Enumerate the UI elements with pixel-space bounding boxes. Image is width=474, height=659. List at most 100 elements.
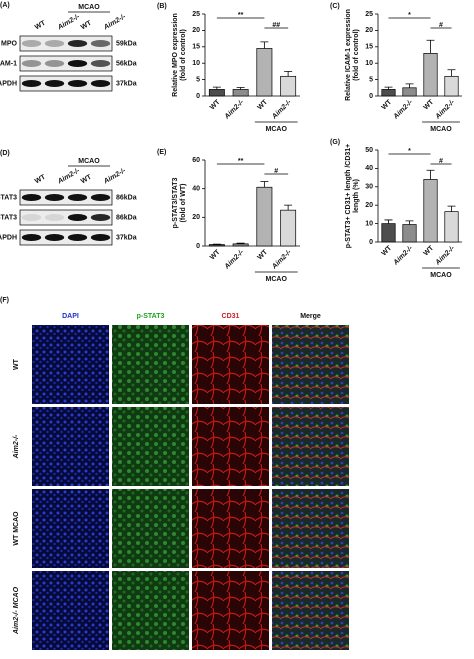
x-tick-label: WT: [381, 244, 394, 257]
x-tick-label: WT: [381, 98, 394, 111]
row-label: WT: [13, 358, 20, 370]
blot-band: [68, 234, 87, 241]
micrograph: [192, 407, 269, 486]
error-bar: [406, 84, 414, 88]
blot-band: [22, 194, 41, 201]
bar: [209, 245, 224, 246]
y-tick-label: 40: [192, 186, 200, 193]
significance-label: ##: [272, 22, 280, 29]
micrograph: [112, 407, 189, 486]
x-tick-label: Aim2-/-: [434, 98, 457, 121]
micrograph: [32, 489, 109, 568]
bar: [281, 76, 296, 96]
significance-label: #: [274, 168, 278, 175]
error-bar: [427, 170, 435, 179]
blot-band: [68, 80, 87, 87]
micrograph: [272, 571, 349, 650]
error-bar: [448, 206, 456, 212]
panel-label: (B): [157, 3, 167, 10]
panel-label: (E): [157, 149, 166, 156]
lane-label: WT: [80, 19, 94, 31]
y-tick-label: 15: [365, 44, 373, 51]
row-label: Aim2-/-: [13, 434, 20, 459]
error-bar: [427, 40, 435, 53]
band-size: 56kDa: [116, 60, 137, 67]
y-tick-label: 10: [365, 60, 373, 67]
panel-label: (G): [330, 139, 340, 146]
row-label: WT MCAO: [13, 511, 20, 546]
band-name: GAPDH: [0, 80, 17, 87]
lane-label: Aim2-/-: [56, 167, 81, 186]
y-tick-label: 60: [192, 157, 200, 164]
micrograph: [272, 489, 349, 568]
y-tick-label: 20: [365, 202, 373, 209]
column-label: Merge: [300, 313, 321, 320]
y-tick-label: 25: [192, 11, 200, 18]
blot-band: [68, 40, 87, 47]
bar: [403, 88, 416, 96]
blot-band: [68, 60, 87, 67]
group-label: MCAO: [266, 126, 288, 133]
bar: [281, 210, 296, 246]
group-label: MCAO: [430, 126, 452, 133]
bar: [257, 48, 272, 96]
y-axis-label: (fold of control): [180, 29, 187, 81]
x-tick-label: Aim2-/-: [270, 248, 293, 271]
lane-label: WT: [34, 19, 48, 31]
x-tick-label: Aim2-/-: [392, 98, 415, 121]
micrograph: [112, 325, 189, 404]
y-tick-label: 5: [369, 76, 373, 83]
bar: [382, 224, 395, 242]
micrograph: [272, 325, 349, 404]
lane-label: WT: [34, 173, 48, 185]
blot-band: [91, 80, 110, 87]
micrograph: [112, 571, 189, 650]
lane-label: Aim2-/-: [56, 13, 81, 32]
blot-band: [22, 60, 41, 67]
significance-label: #: [439, 22, 443, 29]
error-bar: [284, 71, 292, 76]
blot-band: [22, 40, 41, 47]
group-label: MCAO: [78, 158, 100, 165]
y-tick-label: 5: [196, 76, 200, 83]
micrograph: [32, 571, 109, 650]
blot-band: [45, 194, 64, 201]
blot-band: [22, 80, 41, 87]
blot-band: [45, 60, 64, 67]
lane-label: WT: [80, 173, 94, 185]
y-tick-label: 20: [365, 27, 373, 34]
blot-band: [45, 214, 64, 221]
significance-label: *: [408, 12, 411, 19]
significance-label: *: [408, 148, 411, 155]
significance-label: **: [238, 158, 244, 165]
micrograph: [272, 407, 349, 486]
bar: [209, 89, 224, 96]
bar: [257, 187, 272, 246]
x-tick-label: WT: [423, 244, 436, 257]
micrograph: [32, 325, 109, 404]
x-tick-label: Aim2-/-: [270, 98, 293, 121]
bar: [445, 212, 458, 242]
panel-label: (D): [0, 150, 10, 157]
blot-band: [91, 194, 110, 201]
x-tick-label: Aim2-/-: [392, 244, 415, 267]
band-name: MPO: [1, 40, 18, 47]
blot-band: [91, 60, 110, 67]
y-tick-label: 10: [365, 220, 373, 227]
bar: [382, 89, 395, 96]
blot-band: [68, 194, 87, 201]
blot-band: [91, 40, 110, 47]
bar: [233, 244, 248, 246]
error-bar: [406, 221, 414, 225]
error-bar: [260, 42, 268, 49]
band-size: 86kDa: [116, 214, 137, 221]
y-tick-label: 30: [365, 184, 373, 191]
x-tick-label: WT: [423, 98, 436, 111]
column-label: CD31: [222, 313, 240, 320]
y-tick-label: 0: [196, 243, 200, 250]
y-tick-label: 50: [365, 147, 373, 154]
lane-label: Aim2-/-: [102, 167, 127, 186]
blot-band: [45, 80, 64, 87]
band-name: ICAM-1: [0, 60, 17, 67]
